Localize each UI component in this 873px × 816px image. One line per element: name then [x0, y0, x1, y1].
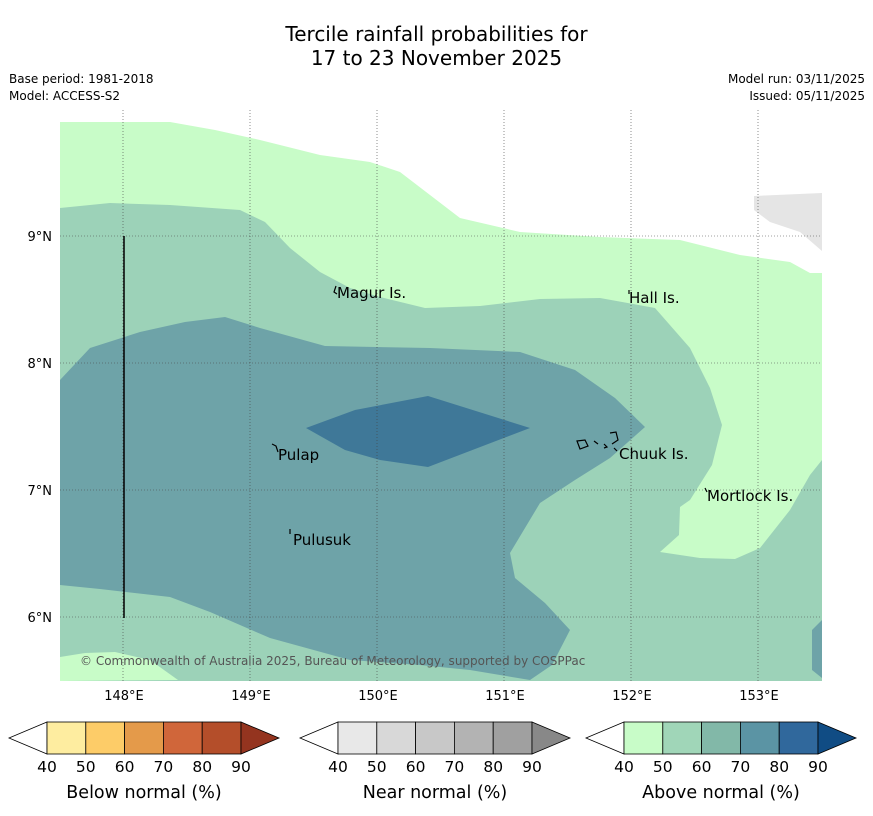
- lon-tick: 151°E: [485, 689, 525, 704]
- meta-left: Base period: 1981-2018 Model: ACCESS-S2: [9, 71, 154, 105]
- colorbar-tick: 90: [808, 758, 828, 776]
- colorbar-segment: [662, 721, 702, 755]
- colorbar-tick: 90: [231, 758, 251, 776]
- label-pulap: Pulap: [278, 446, 319, 464]
- colorbar-segment: [46, 721, 87, 755]
- colorbar-tick: 60: [692, 758, 712, 776]
- colorbar-tick: 70: [445, 758, 465, 776]
- colorbar-segment: [201, 721, 242, 755]
- colorbar-tick: 40: [328, 758, 348, 776]
- colorbar-title: Near normal (%): [363, 783, 508, 803]
- colorbar-segment: [85, 721, 126, 755]
- map-area: [60, 110, 822, 681]
- map-title: Tercile rainfall probabilities for 17 to…: [0, 22, 873, 70]
- colorbar-tick: 70: [154, 758, 174, 776]
- colorbar-segment: [817, 721, 858, 755]
- colorbar-segment: [162, 721, 203, 755]
- issued-date: Issued: 05/11/2025: [749, 89, 865, 103]
- colorbar-tick: 90: [522, 758, 542, 776]
- colorbar-tick: 40: [37, 758, 57, 776]
- title-line-1: Tercile rainfall probabilities for: [285, 22, 588, 46]
- title-line-2: 17 to 23 November 2025: [310, 46, 563, 70]
- label-chuuk: Chuuk Is.: [619, 445, 688, 463]
- lat-tick: 6°N: [28, 611, 53, 626]
- colorbar-tick: 80: [192, 758, 212, 776]
- colorbar-segment: [584, 721, 625, 755]
- colorbar-tick: 50: [653, 758, 673, 776]
- colorbar-segment: [492, 721, 533, 755]
- colorbar-segment: [531, 721, 572, 755]
- zone-above-60: [60, 317, 645, 680]
- base-period: Base period: 1981-2018: [9, 72, 154, 86]
- colorbar-title: Above normal (%): [642, 783, 800, 803]
- zone-above-70: [306, 396, 530, 467]
- zone-above-40-south: [60, 652, 178, 681]
- colorbar-tick: 50: [76, 758, 96, 776]
- label-hall: Hall Is.: [629, 289, 680, 307]
- lat-tick: 9°N: [28, 230, 53, 245]
- gridlines: [60, 110, 822, 681]
- colorbar-segment: [7, 721, 48, 755]
- colorbar-segment: [778, 721, 819, 755]
- lon-tick: 148°E: [104, 689, 144, 704]
- colorbar-segment: [453, 721, 494, 755]
- lon-tick: 152°E: [612, 689, 652, 704]
- colorbar-below: 40 50 60 70 80 90 Below normal (%): [7, 721, 281, 803]
- colorbar-tick: 40: [614, 758, 634, 776]
- colorbar-segment: [701, 721, 741, 755]
- island-pulap: [271, 443, 279, 453]
- label-mortlock: Mortlock Is.: [707, 487, 793, 505]
- lat-tick-labels: 9°N 8°N 7°N 6°N: [28, 230, 53, 626]
- colorbar-tick: 50: [367, 758, 387, 776]
- island-chuuk: [576, 431, 619, 452]
- model-name: Model: ACCESS-S2: [9, 89, 121, 103]
- lon-tick: 149°E: [231, 689, 271, 704]
- colorbar-above: 40 50 60 70 80 90 Above normal (%): [584, 721, 858, 803]
- colorbar-tick: 60: [406, 758, 426, 776]
- colorbar-segment: [240, 721, 281, 755]
- label-pulusuk: Pulusuk: [293, 531, 351, 549]
- colorbar-near: 40 50 60 70 80 90 Near normal (%): [298, 721, 572, 803]
- colorbar-segment: [623, 721, 664, 755]
- lon-tick: 153°E: [739, 689, 779, 704]
- island-shapes: [271, 285, 708, 534]
- lon-tick-labels: 148°E 149°E 150°E 151°E 152°E 153°E: [104, 689, 779, 704]
- colorbar-tick: 70: [731, 758, 751, 776]
- copyright-text: © Commonwealth of Australia 2025, Bureau…: [80, 654, 585, 668]
- island-mortlock: [704, 487, 708, 493]
- model-run: Model run: 03/11/2025: [727, 72, 865, 86]
- colorbar-segment: [124, 721, 164, 755]
- colorbar-tick: 80: [483, 758, 503, 776]
- zone-above-60-east: [812, 620, 822, 678]
- colorbar-segment: [298, 721, 339, 755]
- colorbar-segment: [376, 721, 416, 755]
- label-magur: Magur Is.: [337, 284, 406, 302]
- colorbar-segment: [415, 721, 455, 755]
- place-labels: Magur Is. Hall Is. Pulap Chuuk Is. Mortl…: [278, 284, 793, 549]
- meta-right: Model run: 03/11/2025 Issued: 05/11/2025: [728, 71, 865, 105]
- colorbar-tick: 60: [115, 758, 135, 776]
- lat-tick: 7°N: [28, 484, 53, 499]
- colorbar-segment: [740, 721, 780, 755]
- zone-near-normal: [754, 193, 822, 251]
- colorbar-title: Below normal (%): [66, 783, 221, 803]
- colorbar-segment: [337, 721, 378, 755]
- colorbar-tick: 80: [769, 758, 789, 776]
- lat-tick: 8°N: [28, 357, 53, 372]
- island-magur: [333, 285, 338, 295]
- lon-tick: 150°E: [358, 689, 398, 704]
